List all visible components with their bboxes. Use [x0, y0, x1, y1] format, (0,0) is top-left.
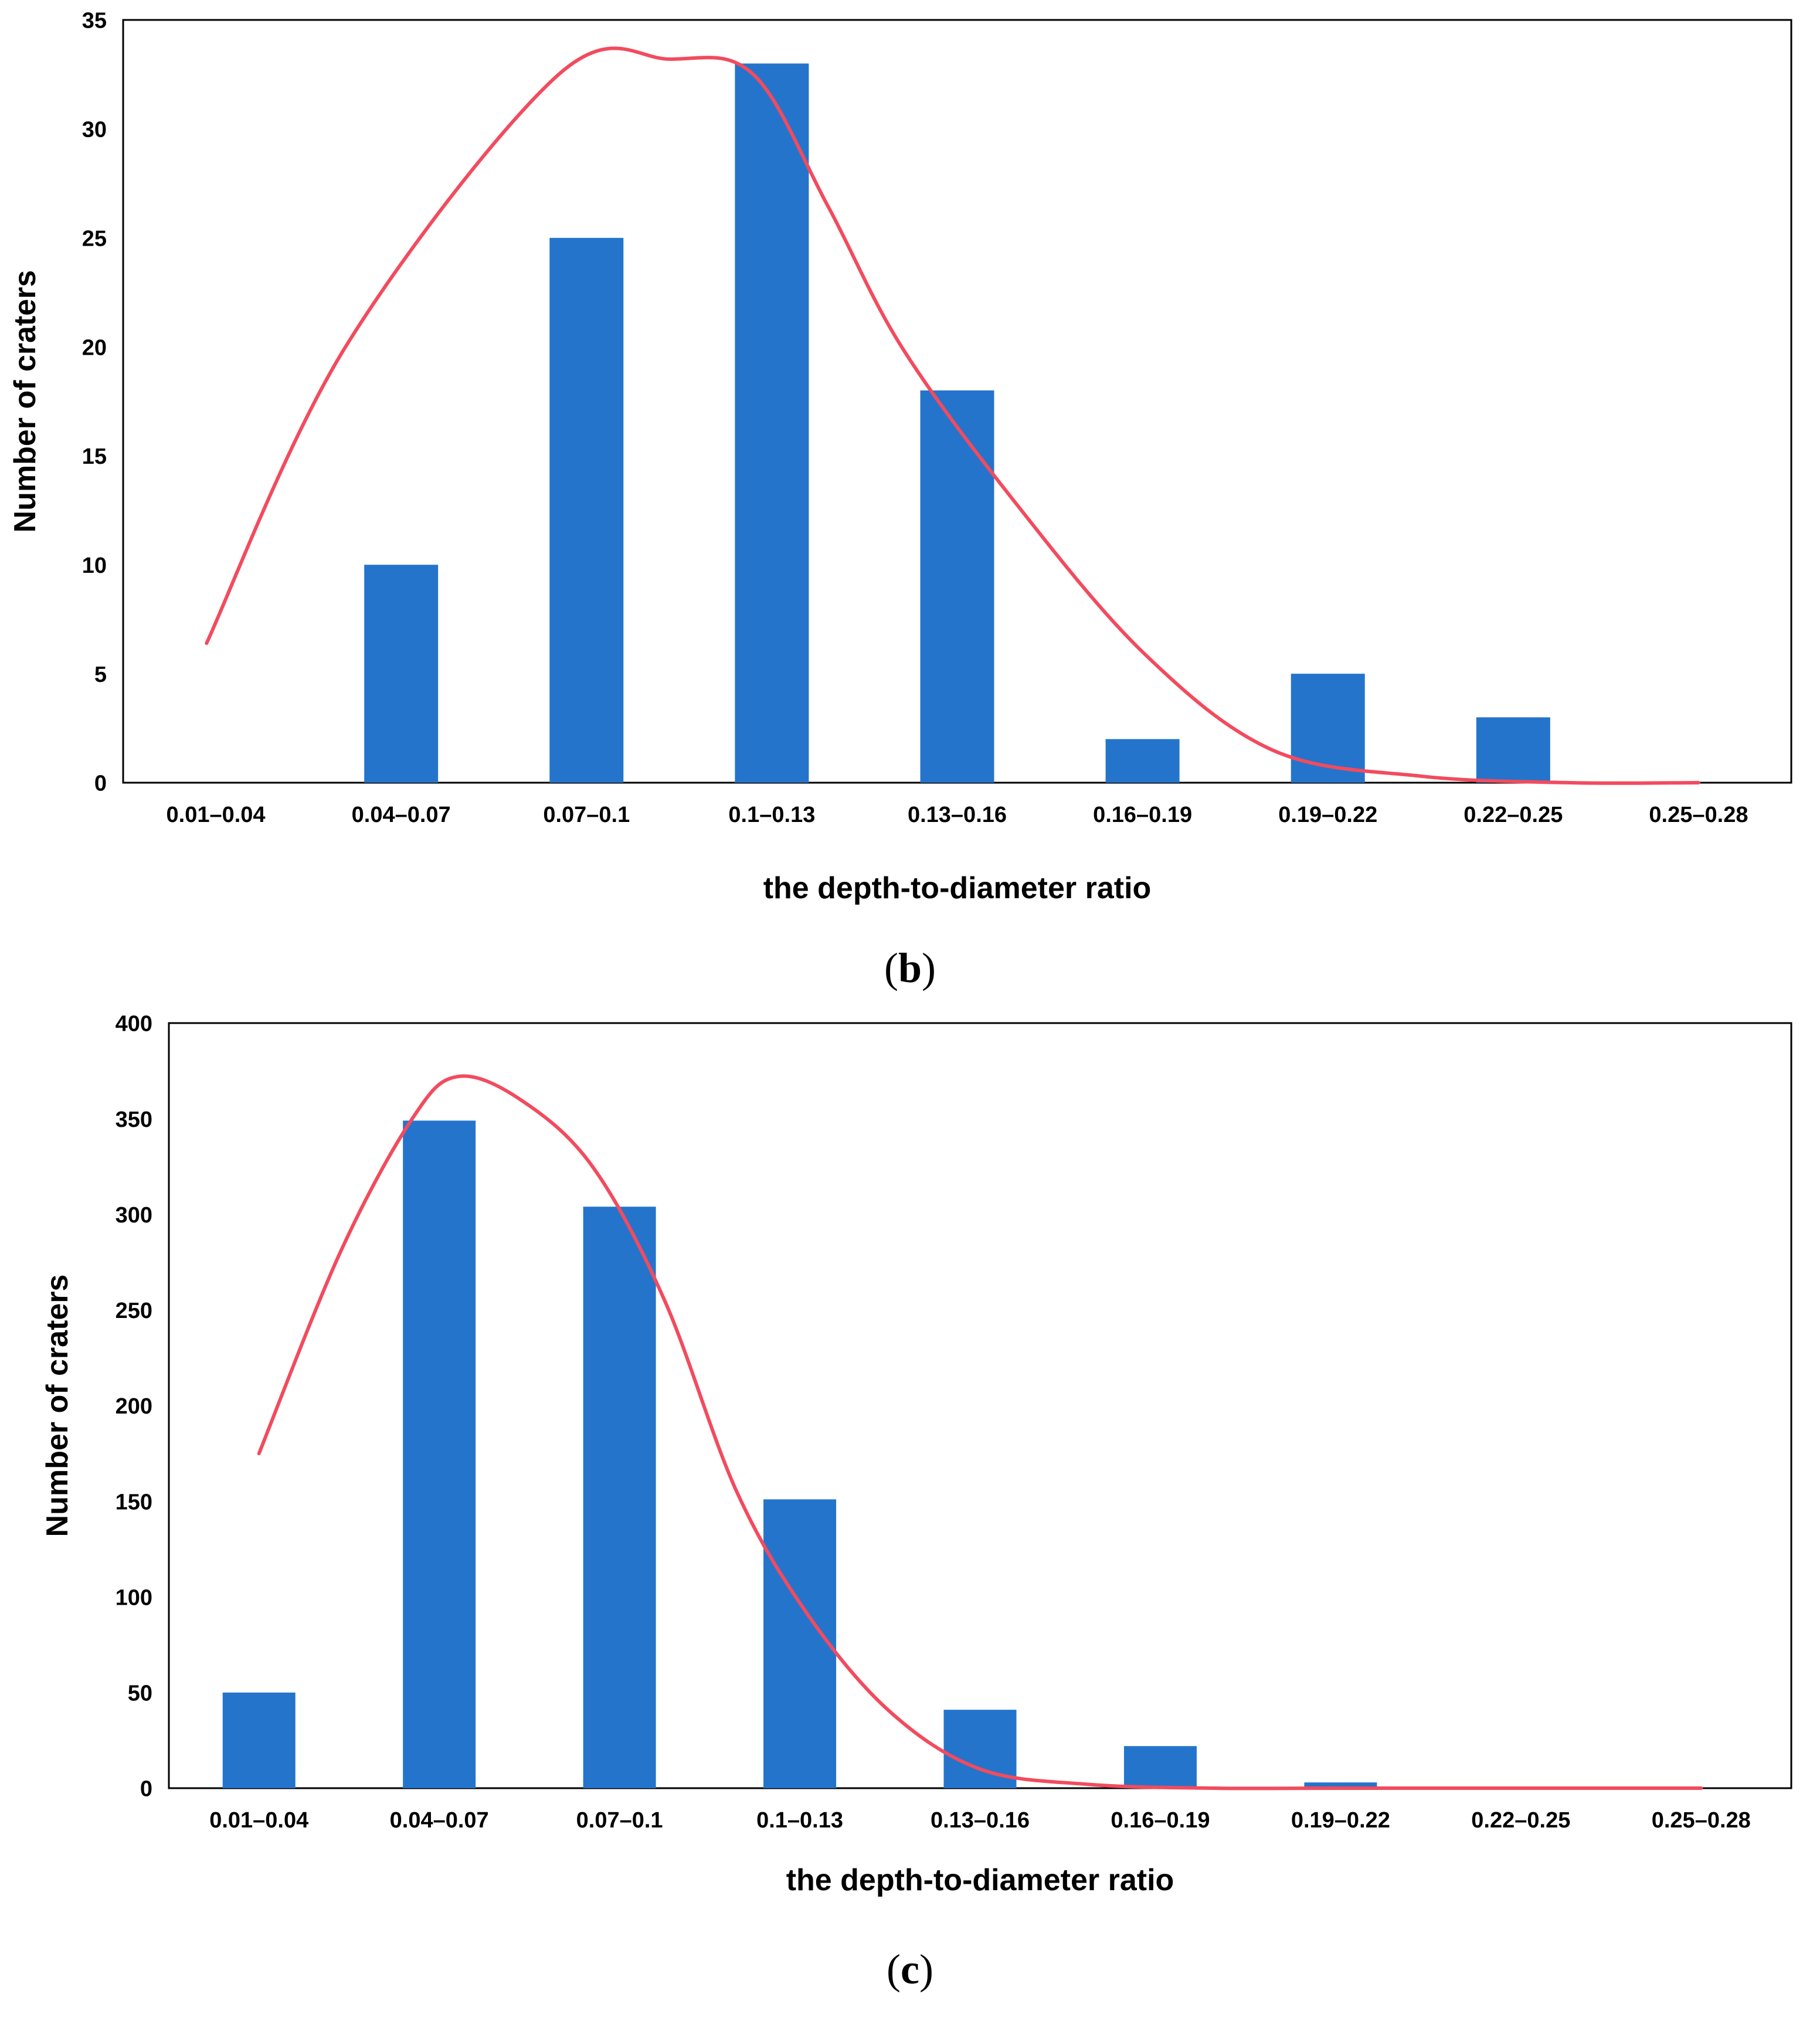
bar	[1476, 717, 1550, 783]
x-tick-label: 0.13–0.16	[908, 803, 1007, 827]
bar	[1123, 1746, 1197, 1788]
bar	[763, 1499, 837, 1788]
bar	[549, 237, 624, 783]
x-tick-label: 0.16–0.19	[1093, 803, 1192, 827]
x-tick-label: 0.19–0.22	[1278, 803, 1377, 827]
y-tick-label: 400	[116, 1012, 152, 1037]
y-tick-label: 100	[116, 1585, 152, 1610]
bar	[735, 63, 809, 783]
y-tick-label: 150	[116, 1490, 152, 1514]
y-tick-label: 200	[116, 1394, 152, 1419]
x-axis-title: the depth-to-diameter ratio	[763, 871, 1152, 905]
bar	[222, 1692, 296, 1788]
y-tick-label: 15	[82, 444, 107, 469]
y-axis-title: Number of craters	[40, 1275, 74, 1537]
bar	[1105, 739, 1180, 783]
x-axis-title: the depth-to-diameter ratio	[786, 1863, 1174, 1897]
bar	[1304, 1782, 1377, 1788]
x-tick-label: 0.1–0.13	[756, 1808, 843, 1833]
bar	[920, 390, 994, 783]
bar	[403, 1120, 476, 1788]
x-tick-label: 0.19–0.22	[1291, 1808, 1390, 1833]
x-tick-label: 0.01–0.04	[167, 803, 266, 827]
x-tick-label: 0.04–0.07	[352, 803, 451, 827]
y-tick-label: 10	[82, 553, 107, 578]
x-tick-label: 0.22–0.25	[1471, 1808, 1570, 1833]
x-tick-label: 0.16–0.19	[1111, 1808, 1210, 1833]
x-tick-label: 0.22–0.25	[1464, 803, 1563, 827]
y-tick-label: 35	[82, 9, 107, 33]
x-tick-label: 0.1–0.13	[728, 803, 815, 827]
y-tick-label: 350	[116, 1107, 152, 1132]
panel-label-c: (c)	[887, 1946, 933, 1993]
x-tick-label: 0.07–0.1	[576, 1808, 663, 1833]
chart-c: 0 50 100 150 200 250 300 350 400 0.01–0.04 0.04–0.…	[40, 1012, 1792, 1897]
bar	[364, 565, 439, 783]
y-tick-label: 0	[140, 1777, 152, 1802]
x-tick-label: 0.25–0.28	[1649, 803, 1748, 827]
y-axis-title: Number of craters	[8, 270, 42, 533]
x-tick-label: 0.13–0.16	[931, 1808, 1030, 1833]
y-tick-label: 0	[94, 772, 107, 796]
fit-curve	[205, 46, 1700, 785]
bar	[583, 1207, 656, 1788]
chart-b: 0 5 10 15 20 25 30 35 0.01–0.04 0.04–0.07 0.07–0.1…	[8, 9, 1792, 905]
x-tick-label: 0.07–0.1	[543, 803, 630, 827]
y-tick-label: 30	[82, 118, 107, 142]
y-tick-label: 20	[82, 335, 107, 360]
y-tick-label: 50	[128, 1681, 152, 1706]
y-tick-label: 5	[94, 663, 107, 687]
panel-label-b: (b)	[884, 945, 936, 991]
x-tick-label: 0.04–0.07	[390, 1808, 489, 1833]
y-tick-label: 25	[82, 226, 107, 251]
y-tick-label: 250	[116, 1299, 152, 1323]
fit-curve	[257, 1074, 1703, 1791]
x-tick-label: 0.01–0.04	[209, 1808, 308, 1833]
x-tick-label: 0.25–0.28	[1652, 1808, 1751, 1833]
y-tick-label: 300	[116, 1203, 152, 1228]
